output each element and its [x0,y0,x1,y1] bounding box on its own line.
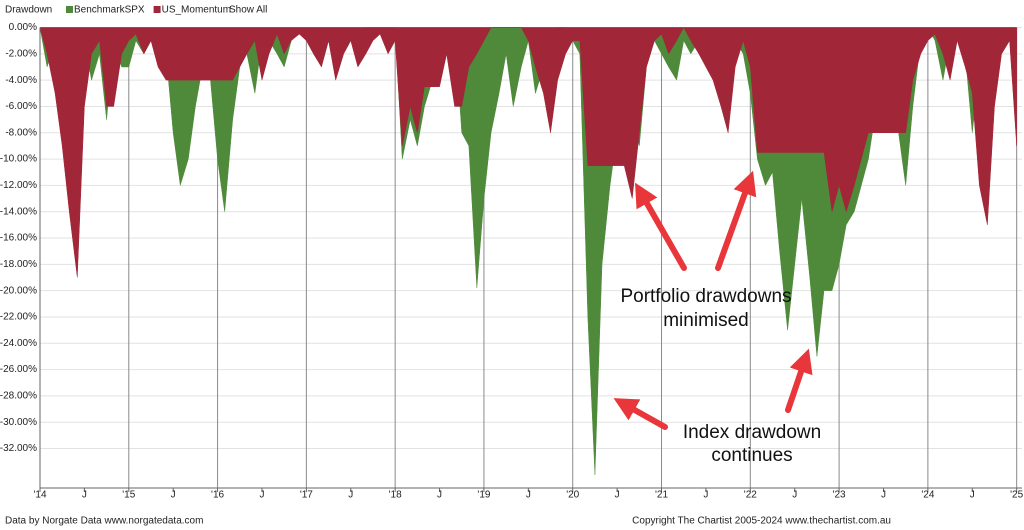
x-tick-label: '16 [211,490,224,501]
credit: Data by Norgate Data www.norgatedata.com [5,516,203,527]
x-tick-label: '18 [389,490,402,501]
credit: Copyright The Chartist 2005-2024 www.the… [632,516,891,527]
y-tick-label: -24.00% [0,338,37,349]
annotation: continues [711,445,792,466]
annotation: Portfolio drawdowns [620,286,791,307]
y-tick-label: -28.00% [0,391,37,402]
show-all[interactable]: Show All [229,5,267,16]
x-tick-label: J [348,490,353,501]
legend-swatch[interactable] [153,6,161,13]
x-tick-label: '14 [33,490,46,501]
y-tick-label: -14.00% [0,206,37,217]
legend-label[interactable]: US_Momentum [162,5,231,16]
x-tick-label: '23 [833,490,846,501]
arrows [613,170,813,430]
x-tick-label: J [437,490,442,501]
y-tick-label: -8.00% [5,127,37,138]
y-tick-label: -6.00% [5,101,37,112]
annotation: minimised [663,310,749,331]
x-tick-label: '22 [744,490,757,501]
x-tick-label: J [970,490,975,501]
x-tick-label: J [82,490,87,501]
arrow [715,170,757,271]
x-tick-label: J [881,490,886,501]
arrow [785,348,813,413]
y-tick-label: -4.00% [5,75,37,86]
x-tick-label: J [615,490,620,501]
x-tick-label: '20 [566,490,579,501]
y-tick-label: -32.00% [0,443,37,454]
x-tick-label: '19 [477,490,490,501]
x-tick-label: J [703,490,708,501]
legend-swatch[interactable] [66,6,73,13]
y-tick-label: -10.00% [0,154,37,165]
y-tick-label: -12.00% [0,180,37,191]
legend-label[interactable]: BenchmarkSPX [74,5,145,16]
x-tick-label: '21 [655,490,668,501]
arrow [635,182,687,271]
chart-title: Drawdown [5,5,52,16]
y-tick-label: -22.00% [0,312,37,323]
annotation: Index drawdown [683,422,821,443]
arrow [613,398,668,430]
x-tick-label: J [171,490,176,501]
x-tick-label: J [259,490,264,501]
y-tick-label: -20.00% [0,285,37,296]
x-tick-label: J [792,490,797,501]
x-tick-label: '17 [300,490,313,501]
x-tick-label: J [526,490,531,501]
x-tick-label: '25 [1010,490,1023,501]
y-tick-label: -26.00% [0,364,37,375]
area [39,26,1017,278]
y-tick-label: -30.00% [0,417,37,428]
y-tick-label: -2.00% [5,48,37,59]
x-tick-label: '15 [122,490,135,501]
y-tick-label: -18.00% [0,259,37,270]
y-tick-label: -16.00% [0,233,37,244]
y-tick-label: 0.00% [9,22,37,33]
x-tick-label: '24 [921,490,934,501]
